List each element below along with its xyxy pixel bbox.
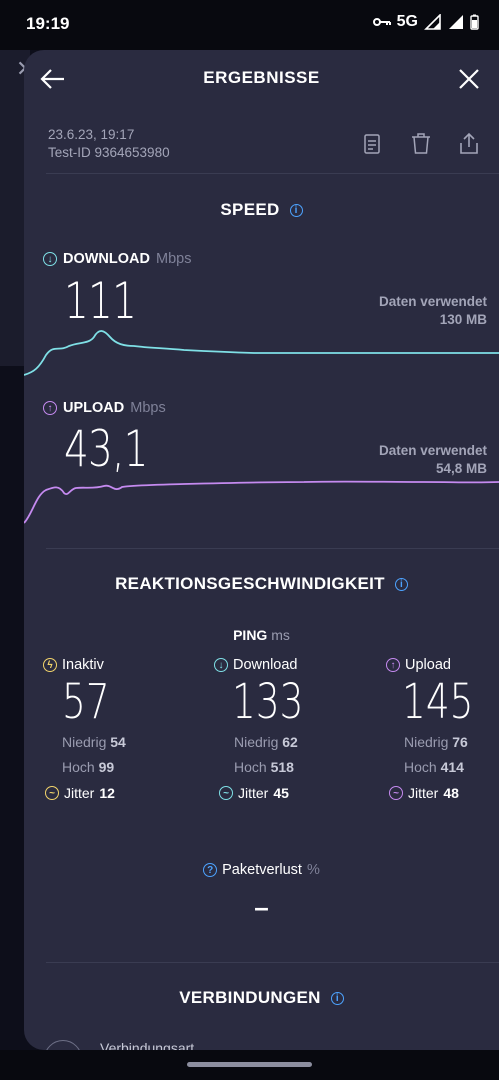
status-bar: 19:19 5G <box>0 0 499 50</box>
ping-idle-label: Inaktiv <box>62 657 104 673</box>
upload-arrow-icon: ↑ <box>43 401 57 415</box>
share-icon[interactable] <box>459 132 479 154</box>
ping-download-low: Niedrig 62 <box>234 734 298 750</box>
reaction-info-icon[interactable]: i <box>394 577 408 591</box>
download-label-row: ↓ DOWNLOAD Mbps <box>43 251 191 267</box>
ping-download-label: Download <box>233 657 298 673</box>
download-unit: Mbps <box>156 251 192 267</box>
signal-r-icon <box>424 14 441 30</box>
ping-upload-label-row: ↑ Upload <box>386 657 451 673</box>
ping-download-value: 133 <box>232 674 304 730</box>
packet-loss-value: – <box>254 892 269 922</box>
ping-header: PING ms <box>24 627 499 643</box>
status-time: 19:19 <box>26 14 70 33</box>
close-icon[interactable] <box>458 68 480 90</box>
ping-label: PING <box>233 627 268 643</box>
packet-loss-unit: % <box>306 862 320 878</box>
battery-icon <box>470 14 479 30</box>
upload-value: 43,1 <box>64 420 148 478</box>
ping-idle-value: 57 <box>62 674 110 730</box>
connection-type-icon <box>44 1040 82 1050</box>
ping-unit: ms <box>271 627 290 643</box>
divider <box>46 548 499 549</box>
results-sheet: ERGEBNISSE 23.6.23, 19:17 Test-ID 936465… <box>24 50 499 1050</box>
network-type: 5G <box>396 13 418 30</box>
speed-info-icon[interactable]: i <box>289 203 303 217</box>
test-id: Test-ID 9364653980 <box>48 145 170 160</box>
reaction-title: REAKTIONSGESCHWINDIGKEIT <box>115 574 385 593</box>
download-data-used-value: 130 MB <box>439 312 487 327</box>
ping-download-high: Hoch 518 <box>234 759 294 775</box>
jitter-wave-icon: ~ <box>389 786 403 800</box>
upload-label: UPLOAD <box>63 400 125 416</box>
packet-loss-row: ? Paketverlust % <box>24 862 499 878</box>
ping-upload-label: Upload <box>405 657 451 673</box>
ping-upload-value: 145 <box>402 674 474 730</box>
download-arrow-icon: ↓ <box>43 252 57 266</box>
upload-graph <box>24 480 499 524</box>
home-gesture-pill[interactable] <box>187 1062 312 1067</box>
download-arrow-icon: ↓ <box>214 658 228 672</box>
ping-download-label-row: ↓ Download <box>214 657 298 673</box>
ping-upload-jitter: ~ Jitter 48 <box>389 785 459 801</box>
upload-unit: Mbps <box>130 400 166 416</box>
packet-loss-label: Paketverlust <box>222 862 302 878</box>
divider <box>46 173 499 174</box>
connections-info-icon[interactable]: i <box>330 991 344 1005</box>
jitter-wave-icon: ~ <box>45 786 59 800</box>
ping-idle-low: Niedrig 54 <box>62 734 126 750</box>
page-title: ERGEBNISSE <box>203 68 320 87</box>
back-arrow-icon[interactable] <box>40 68 66 90</box>
signal-icon <box>449 15 463 29</box>
vpn-key-icon <box>372 18 391 26</box>
speed-title: SPEED <box>220 200 280 219</box>
ping-upload-low: Niedrig 76 <box>404 734 468 750</box>
test-date: 23.6.23, 19:17 <box>48 127 135 142</box>
trash-icon[interactable] <box>411 133 431 154</box>
idle-bolt-icon: ϟ <box>43 658 57 672</box>
download-label: DOWNLOAD <box>63 251 150 267</box>
ping-download-jitter: ~ Jitter 45 <box>219 785 289 801</box>
connections-title: VERBINDUNGEN <box>179 988 321 1007</box>
ping-upload-high: Hoch 414 <box>404 759 464 775</box>
ping-idle-label-row: ϟ Inaktiv <box>43 657 104 673</box>
connection-type-label: Verbindungsart <box>100 1040 195 1050</box>
ping-idle-jitter: ~ Jitter 12 <box>45 785 115 801</box>
upload-arrow-icon: ↑ <box>386 658 400 672</box>
download-data-used-label: Daten verwendet <box>378 294 487 309</box>
upload-data-used-value: 54,8 MB <box>435 461 487 476</box>
upload-label-row: ↑ UPLOAD Mbps <box>43 400 166 416</box>
download-graph <box>24 330 499 376</box>
ping-idle-high: Hoch 99 <box>62 759 115 775</box>
download-value: 111 <box>64 272 137 330</box>
help-icon[interactable]: ? <box>203 863 218 877</box>
document-icon[interactable] <box>364 134 380 154</box>
status-icons: 5G <box>372 13 479 31</box>
jitter-wave-icon: ~ <box>219 786 233 800</box>
divider <box>46 962 499 963</box>
upload-data-used-label: Daten verwendet <box>378 443 487 458</box>
navigation-bar <box>0 1050 499 1080</box>
